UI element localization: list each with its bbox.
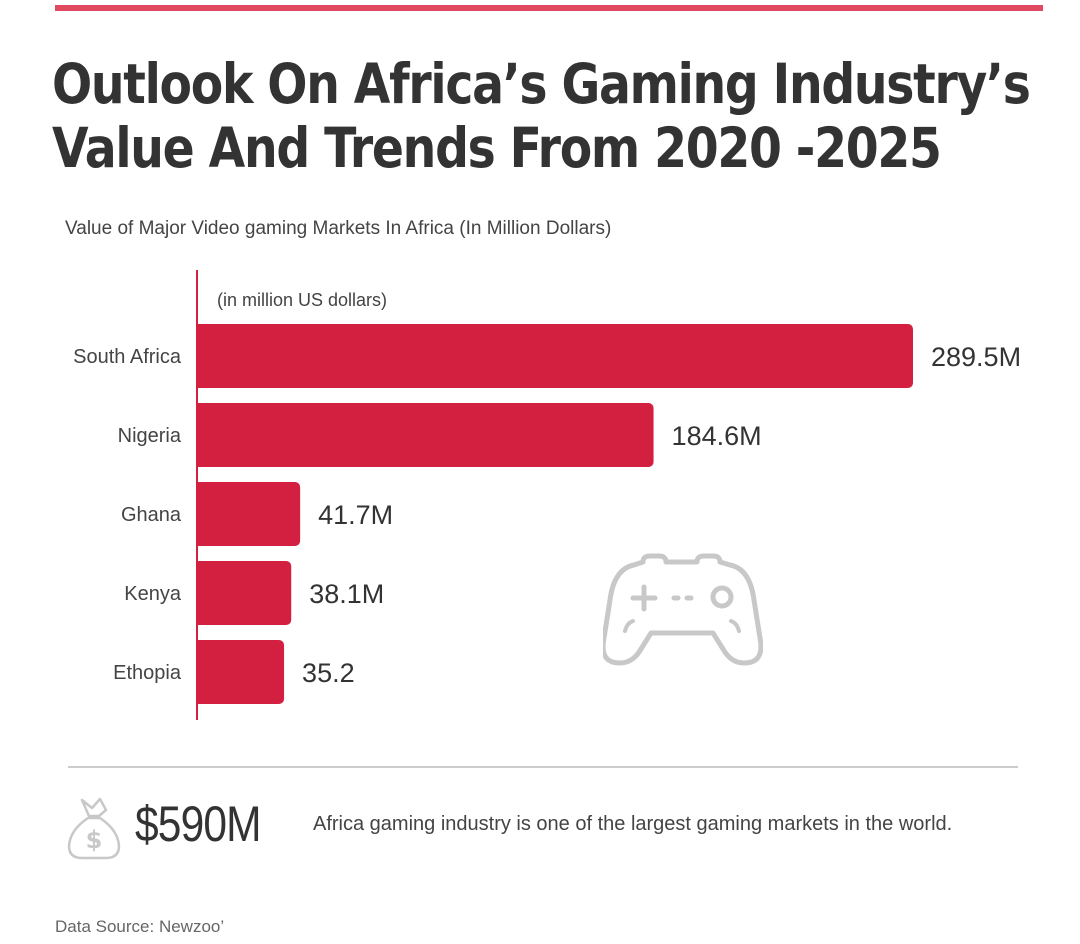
page-title: Outlook On Africa’s Gaming Industry’s Va… <box>52 52 1031 180</box>
svg-text:$: $ <box>86 826 103 854</box>
title-line-2: Value And Trends From 2020 -2025 <box>52 116 942 180</box>
bar-ethopia <box>197 640 285 704</box>
bar-kenya-base <box>197 561 203 625</box>
category-label-nigeria: Nigeria <box>118 425 182 447</box>
category-label-ethopia: Ethopia <box>113 662 182 684</box>
value-label-nigeria: 184.6M <box>672 421 762 451</box>
section-divider <box>68 766 1018 768</box>
summary-description: Africa gaming industry is one of the lar… <box>313 813 953 835</box>
value-label-ghana: 41.7M <box>318 500 393 530</box>
top-accent-bar <box>55 5 1043 11</box>
bar-ghana <box>197 482 301 546</box>
total-market-value: $590M <box>135 796 262 852</box>
bar-nigeria-base <box>197 403 203 467</box>
value-label-south-africa: 289.5M <box>931 342 1021 372</box>
bar-kenya <box>197 561 292 625</box>
category-label-kenya: Kenya <box>124 583 182 605</box>
title-line-1: Outlook On Africa’s Gaming Industry’s <box>52 52 1031 116</box>
category-label-south-africa: South Africa <box>73 346 182 368</box>
category-label-ghana: Ghana <box>121 504 182 526</box>
bar-ethopia-base <box>197 640 203 704</box>
money-bag-icon: $ <box>67 797 121 860</box>
bar-south-africa <box>197 324 913 388</box>
bar-nigeria <box>197 403 654 467</box>
bar-south-africa-base <box>197 324 203 388</box>
chart-subtitle: Value of Major Video gaming Markets In A… <box>65 218 612 239</box>
data-source: Data Source: Newzoo’ <box>55 917 225 936</box>
value-label-ethopia: 35.2 <box>302 658 355 688</box>
bar-ghana-base <box>197 482 203 546</box>
unit-note: (in million US dollars) <box>217 290 387 310</box>
gamepad-icon <box>603 553 763 666</box>
bar-chart: (in million US dollars) South Africa 289.5… <box>73 270 1021 720</box>
value-label-kenya: 38.1M <box>309 579 384 609</box>
